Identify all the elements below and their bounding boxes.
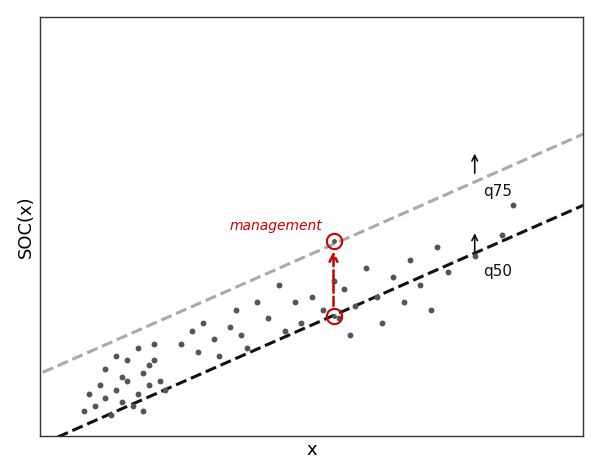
Point <box>101 394 110 402</box>
Point <box>122 377 132 385</box>
Point <box>139 369 148 377</box>
X-axis label: x: x <box>307 441 317 459</box>
Point <box>79 407 88 415</box>
Point <box>372 294 382 301</box>
Point <box>290 298 300 306</box>
Point <box>101 365 110 373</box>
Point <box>318 306 328 314</box>
Text: q75: q75 <box>483 184 512 199</box>
Point <box>139 407 148 415</box>
Point <box>85 390 94 397</box>
Point <box>106 411 116 418</box>
Point <box>128 403 137 410</box>
Point <box>122 357 132 364</box>
Point <box>226 323 235 331</box>
Point <box>95 382 105 389</box>
Point <box>329 277 338 285</box>
Point <box>193 348 203 356</box>
Point <box>280 327 289 335</box>
Point <box>231 306 241 314</box>
Point <box>144 382 154 389</box>
Point <box>340 285 349 293</box>
Text: q50: q50 <box>483 264 512 279</box>
Point <box>432 243 442 251</box>
Point <box>350 302 360 310</box>
Point <box>470 252 479 259</box>
Point <box>253 298 262 306</box>
Point <box>112 386 121 394</box>
Point <box>427 306 436 314</box>
Point <box>160 386 170 394</box>
Point <box>90 403 100 410</box>
Point <box>144 361 154 368</box>
Point <box>377 319 387 327</box>
Point <box>345 331 355 339</box>
Point <box>263 315 273 322</box>
Point <box>199 319 208 327</box>
Point <box>296 319 306 327</box>
Point <box>133 344 143 352</box>
Point <box>236 331 246 339</box>
Point <box>361 264 371 272</box>
Text: management: management <box>230 218 323 232</box>
Point <box>497 231 506 238</box>
Point <box>388 273 398 280</box>
Point <box>307 294 317 301</box>
Point <box>133 390 143 397</box>
Point <box>112 352 121 360</box>
Point <box>508 201 518 209</box>
Point <box>400 298 409 306</box>
Point <box>187 327 197 335</box>
Point <box>274 281 284 289</box>
Point <box>334 315 344 322</box>
Point <box>176 340 186 347</box>
Point <box>405 256 415 264</box>
Point <box>149 357 159 364</box>
Y-axis label: SOC(x): SOC(x) <box>17 195 35 258</box>
Point <box>242 344 251 352</box>
Point <box>209 336 219 343</box>
Point <box>215 352 224 360</box>
Point <box>155 377 164 385</box>
Point <box>443 268 452 276</box>
Point <box>149 340 159 347</box>
Point <box>117 398 127 406</box>
Point <box>416 281 425 289</box>
Point <box>117 373 127 381</box>
